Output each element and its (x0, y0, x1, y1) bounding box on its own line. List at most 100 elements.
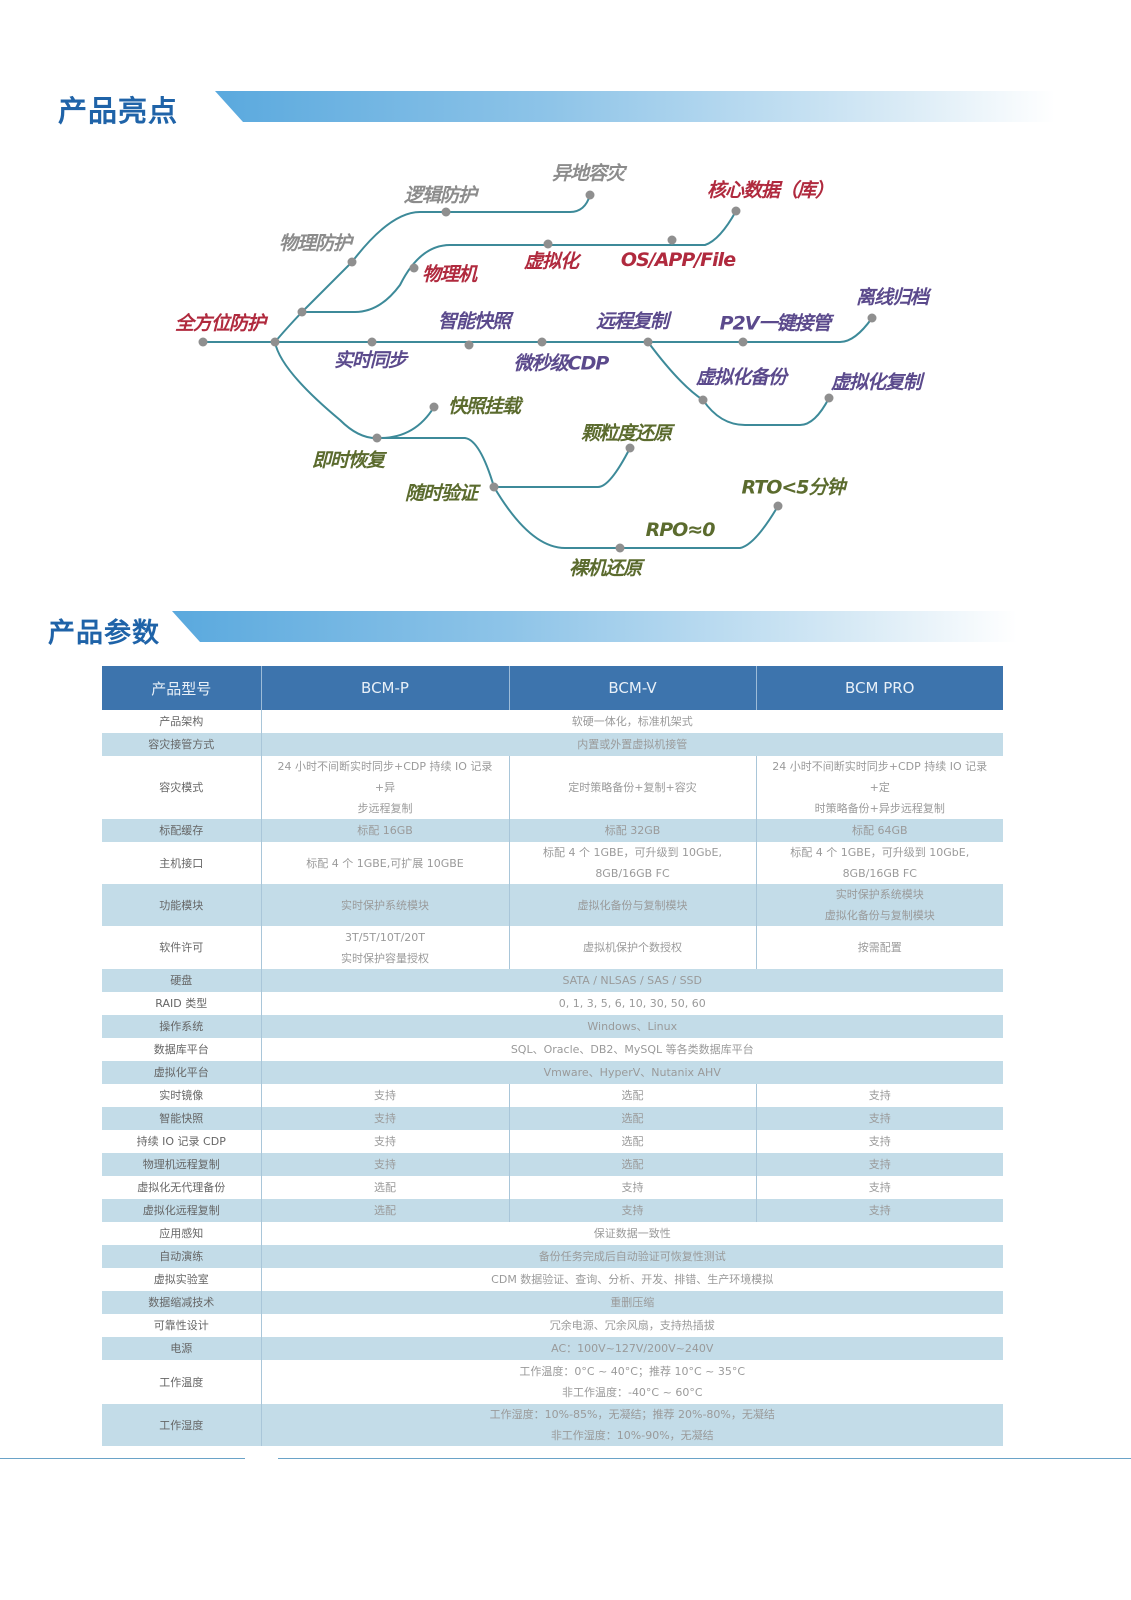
spec-row-label: RAID 类型 (155, 997, 208, 1010)
spec-row-label: 工作湿度 (102, 1404, 261, 1446)
spec-row: 容灾模式 24 小时不间断实时同步+CDP 持续 IO 记录+异 步远程复制 定时策… (102, 756, 1003, 819)
node (372, 433, 382, 443)
spec-row-label: 实时镜像 (159, 1089, 204, 1102)
spec-cell: 标配 32GB (508, 819, 756, 842)
spec-cell: 标配 64GB (755, 819, 1003, 842)
spec-cell: 标配 4 个 1GBE,可扩展 10GBE (260, 842, 509, 884)
node (615, 543, 625, 553)
label-offline-archive: 离线归档 (855, 286, 929, 309)
label-granular-restore: 颗粒度还原 (580, 422, 672, 445)
spec-cell: 3T/5T/10T/20T 实时保护容量授权 (260, 926, 509, 969)
node (698, 395, 708, 405)
spec-cell: 实时保护系统模块 (260, 884, 509, 926)
label-virtual-backup: 虚拟化备份 (695, 366, 787, 389)
node (731, 206, 741, 216)
highlights-diagram: 全方位防护 物理防护 逻辑防护 异地容灾 核心数据（库） 物理机 虚拟化 OS/… (0, 140, 1131, 600)
spec-cell: 工作温度：0°C ~ 40°C；推荐 10°C ~ 35°C 非工作温度：-40… (260, 1360, 1003, 1404)
spec-row: 应用感知 保证数据一致性 (102, 1222, 1003, 1245)
spec-cell: 支持 (508, 1199, 756, 1222)
spec-row: 自动演练 备份任务完成后自动验证可恢复性测试 (102, 1245, 1003, 1268)
footer-divider (0, 1458, 245, 1459)
label-physical-machine: 物理机 (421, 263, 477, 286)
spec-cell: 支持 (755, 1153, 1003, 1176)
label-bare-metal-restore: 裸机还原 (568, 557, 642, 580)
spec-cell: SQL、Oracle、DB2、MySQL 等各类数据库平台 (260, 1038, 1003, 1061)
spec-cell: 支持 (508, 1176, 756, 1199)
line-core (302, 210, 737, 313)
node (773, 501, 783, 511)
spec-row-label: 数据缩减技术 (102, 1291, 261, 1314)
spec-cell: 选配 (260, 1199, 509, 1222)
spec-row: 虚拟实验室 CDM 数据验证、查询、分析、开发、排错、生产环境模拟 (102, 1268, 1003, 1291)
spec-cell: CDM 数据验证、查询、分析、开发、排错、生产环境模拟 (260, 1268, 1003, 1291)
spec-cell: 选配 (260, 1176, 509, 1199)
spec-row-label: 应用感知 (159, 1227, 204, 1240)
line-main (203, 317, 873, 343)
spec-row-label: 硬盘 (102, 969, 261, 992)
node (464, 340, 474, 350)
spec-cell: 虚拟机保护个数授权 (508, 926, 756, 969)
node (270, 337, 280, 347)
label-anytime-verify: 随时验证 (404, 482, 478, 505)
spec-cell: Vmware、HyperV、Nutanix AHV (260, 1061, 1003, 1084)
label-logical-protection: 逻辑防护 (403, 184, 477, 207)
spec-cell: 标配 4 个 1GBE，可升级到 10GbE, 8GB/16GB FC (508, 842, 756, 884)
spec-cell: 24 小时不间断实时同步+CDP 持续 IO 记录+定 时策略备份+异步远程复制 (755, 756, 1003, 819)
label-core-data: 核心数据（库） (706, 179, 834, 202)
node (367, 337, 377, 347)
spec-cell: 选配 (508, 1130, 756, 1153)
spec-row: 数据缩减技术 重删压缩 (102, 1291, 1003, 1314)
spec-row: 产品架构 软硬一体化，标准机架式 (102, 710, 1003, 733)
spec-row-label: 虚拟化无代理备份 (137, 1181, 226, 1194)
spec-row: 容灾接管方式 内置或外置虚拟机接管 (102, 733, 1003, 756)
spec-row-label: 虚拟化平台 (102, 1061, 261, 1084)
spec-row: 功能模块 实时保护系统模块 虚拟化备份与复制模块 实时保护系统模块 虚拟化备份与复制模… (102, 884, 1003, 926)
spec-row-label: 电源 (102, 1337, 261, 1360)
spec-cell: 支持 (755, 1130, 1003, 1153)
spec-row: RAID 类型 0, 1, 3, 5, 6, 10, 30, 50, 60 (102, 992, 1003, 1015)
label-rpo: RPO≈0 (645, 519, 716, 541)
spec-row-label: 工作温度 (159, 1375, 204, 1389)
label-offsite-dr: 异地容灾 (551, 162, 625, 185)
label-microsecond-cdp: 微秒级CDP (513, 352, 610, 375)
spec-cell: 冗余电源、冗余风扇，支持热插拔 (260, 1314, 1003, 1337)
spec-row-label: 主机接口 (159, 856, 204, 870)
node (489, 482, 499, 492)
spec-cell: 支持 (260, 1084, 509, 1107)
spec-row-label: 虚拟化远程复制 (102, 1199, 261, 1222)
spec-row-label: 功能模块 (102, 884, 261, 926)
spec-row: 标配缓存 标配 16GB 标配 32GB 标配 64GB (102, 819, 1003, 842)
spec-cell: 支持 (260, 1153, 509, 1176)
spec-table: 产品型号 BCM-P BCM-V BCM PRO 产品架构 软硬一体化，标准机架式… (102, 666, 1003, 1446)
node (738, 337, 748, 347)
spec-cell: 0, 1, 3, 5, 6, 10, 30, 50, 60 (260, 992, 1003, 1015)
spec-cell: 标配 16GB (260, 819, 509, 842)
label-all-round-protection: 全方位防护 (174, 312, 266, 335)
spec-row: 智能快照 支持 选配 支持 (102, 1107, 1003, 1130)
header-bcm-v: BCM-V (508, 666, 756, 710)
spec-cell: SATA / NLSAS / SAS / SSD (260, 969, 1003, 992)
spec-row-label: 物理机远程复制 (102, 1153, 261, 1176)
label-smart-snapshot: 智能快照 (437, 310, 511, 333)
spec-row-label: 容灾模式 (159, 781, 204, 794)
node (537, 337, 547, 347)
spec-row: 主机接口 标配 4 个 1GBE,可扩展 10GBE 标配 4 个 1GBE，可升级… (102, 842, 1003, 884)
diagram-lines (198, 190, 877, 553)
label-os-app-file: OS/APP/File (620, 249, 736, 271)
line-virt (647, 341, 830, 426)
spec-row-label: 软件许可 (159, 941, 204, 954)
spec-header-row: 产品型号 BCM-P BCM-V BCM PRO (102, 666, 1003, 710)
spec-cell: 24 小时不间断实时同步+CDP 持续 IO 记录+异 步远程复制 (260, 756, 509, 819)
spec-cell: 虚拟化备份与复制模块 (508, 884, 756, 926)
label-snapshot-mount: 快照挂载 (447, 395, 521, 418)
header-bcm-p: BCM-P (260, 666, 509, 710)
spec-row-label: 容灾接管方式 (102, 733, 261, 756)
spec-row: 电源 AC：100V~127V/200V~240V (102, 1337, 1003, 1360)
label-remote-replication: 远程复制 (595, 310, 669, 333)
spec-row: 虚拟化平台 Vmware、HyperV、Nutanix AHV (102, 1061, 1003, 1084)
spec-row: 数据库平台 SQL、Oracle、DB2、MySQL 等各类数据库平台 (102, 1038, 1003, 1061)
spec-cell: 重删压缩 (260, 1291, 1003, 1314)
spec-row-label: 持续 IO 记录 CDP (136, 1135, 226, 1148)
spec-cell: 内置或外置虚拟机接管 (260, 733, 1003, 756)
label-virtual-replication: 虚拟化复制 (830, 371, 922, 394)
